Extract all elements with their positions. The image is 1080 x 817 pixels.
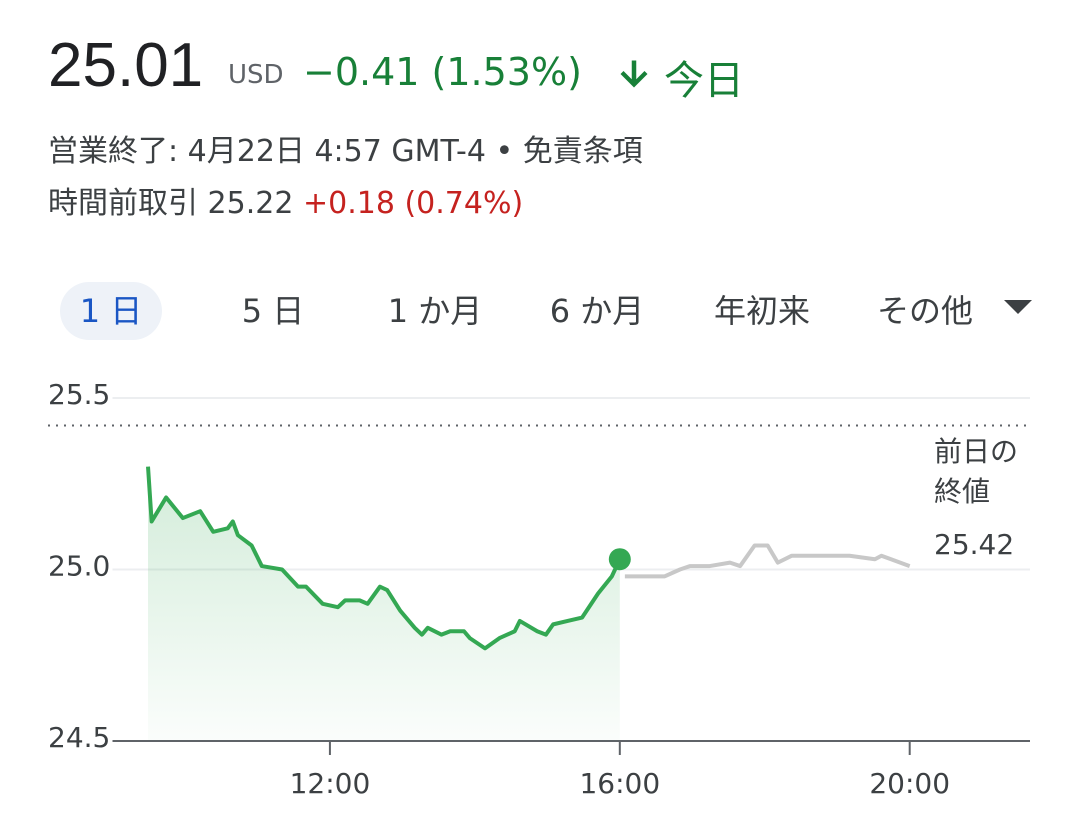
down-arrow	[620, 60, 648, 88]
range-tab[interactable]: 年初来	[713, 292, 810, 330]
y-tick-label: 24.5	[48, 721, 110, 754]
last-point	[608, 548, 631, 571]
y-tick-label: 25.0	[48, 550, 110, 583]
dropdown-icon[interactable]	[1004, 300, 1032, 316]
x-tick-label: 16:00	[579, 767, 660, 800]
premarket-line: 時間前取引 25.22 +0.18 (0.74%)	[48, 178, 523, 222]
price: 25.01	[48, 31, 204, 100]
currency: USD	[228, 60, 284, 90]
price-line	[624, 543, 911, 579]
range-tab[interactable]: その他	[876, 292, 973, 330]
range-tab[interactable]: 6 か月	[549, 292, 645, 330]
range-tab[interactable]: 5 日	[241, 292, 305, 330]
disclaimer-link[interactable]: 免責条項	[522, 134, 643, 169]
premarket-price: 25.22	[207, 186, 294, 221]
price-line	[146, 466, 622, 651]
premarket-change: +0.18 (0.74%)	[302, 186, 524, 221]
prev-close-value: 25.42	[934, 528, 1015, 561]
range-tab[interactable]: 1 日	[60, 282, 162, 340]
premarket-label: 時間前取引	[48, 186, 198, 221]
status: 営業終了: 4月22日 4:57 GMT-4 •	[48, 134, 514, 169]
area	[148, 466, 620, 741]
status-line: 営業終了: 4月22日 4:57 GMT-4 • 免責条項	[48, 126, 643, 170]
change: −0.41 (1.53%)	[303, 50, 582, 94]
range-tab[interactable]: 1 か月	[387, 292, 483, 330]
period: 今日	[664, 58, 744, 104]
x-tick-label: 12:00	[290, 767, 371, 800]
y-tick-label: 25.5	[48, 378, 110, 411]
x-tick-label: 20:00	[869, 767, 950, 800]
prev-close-label: 前日の終値	[934, 435, 1019, 508]
